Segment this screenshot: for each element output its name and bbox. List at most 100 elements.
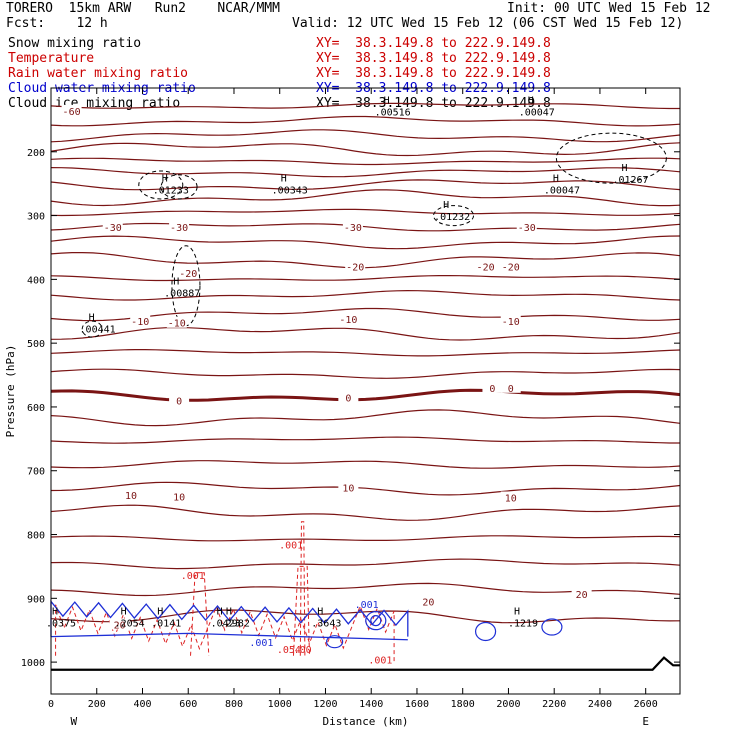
temperature-contour xyxy=(50,409,681,427)
x-tick-label: 2000 xyxy=(496,699,520,710)
y-tick-label: 1000 xyxy=(21,658,45,669)
max-marker: H xyxy=(121,606,127,617)
max-label: .01267 xyxy=(612,175,648,186)
temperature-contour xyxy=(50,102,680,110)
temperature-label: 20 xyxy=(576,590,588,601)
max-label: .1219 xyxy=(508,618,538,629)
temperature-contour xyxy=(50,535,681,542)
rain-contours xyxy=(55,521,395,663)
header-valid: Valid: 12 UTC Wed 15 Feb 12 (06 CST Wed … xyxy=(292,16,684,31)
temperature-label: -30 xyxy=(170,223,188,234)
temp-label-bg xyxy=(500,381,521,393)
temperature-label: -20 xyxy=(179,269,197,280)
temperature-contour xyxy=(50,326,681,341)
field-rain-xy: XY= 38.3.149.8 to 222.9.149.8 xyxy=(316,66,551,81)
temp-label-bg xyxy=(482,381,503,393)
max-marker: H xyxy=(317,606,323,617)
temperature-contour xyxy=(50,349,681,357)
temp-label-bg xyxy=(342,221,363,233)
temp-label-bg xyxy=(418,595,439,607)
max-label: .00047 xyxy=(519,108,555,119)
max-marker: H xyxy=(89,312,95,323)
west-label: W xyxy=(71,715,78,728)
temperature-contour xyxy=(50,157,681,166)
cloud-water-contour xyxy=(50,632,408,641)
max-marker: H xyxy=(443,200,449,211)
temperature-label: -30 xyxy=(518,223,536,234)
max-label: .00441 xyxy=(80,324,116,335)
temperature-contour xyxy=(50,368,681,379)
max-marker: H xyxy=(217,606,223,617)
cloud-water-contour xyxy=(370,615,382,627)
temperature-label: 10 xyxy=(505,494,517,505)
temperature-contour xyxy=(50,481,681,496)
y-tick-label: 500 xyxy=(27,339,45,350)
plot-frame xyxy=(50,87,681,695)
rain-contour xyxy=(299,521,306,656)
y-tick-label: 600 xyxy=(27,403,45,414)
temperature-contour xyxy=(50,235,681,250)
max-marker: H xyxy=(173,277,179,288)
temperature-label: -20 xyxy=(346,263,364,274)
temp-label-bg xyxy=(121,488,142,500)
max-marker: H xyxy=(528,96,534,107)
temp-label-bg xyxy=(169,394,190,406)
temperature-label: 0 xyxy=(345,393,351,404)
max-label: .00047 xyxy=(544,185,580,196)
rain-contour xyxy=(292,565,310,656)
temperature-contour xyxy=(50,558,681,570)
temperature-contour xyxy=(50,388,681,402)
cloud-water-contour xyxy=(50,599,409,637)
rain-label: .001 xyxy=(279,541,303,552)
temperature-contour xyxy=(50,275,681,282)
x-tick-label: 2400 xyxy=(588,699,612,710)
temperature-label: -10 xyxy=(502,317,520,328)
max-marker: H xyxy=(162,173,168,184)
temp-label-bg xyxy=(345,260,366,272)
temperature-contour xyxy=(50,609,681,624)
ice-contour xyxy=(138,170,184,200)
temp-label-bg xyxy=(169,221,190,233)
max-label: .2054 xyxy=(115,618,145,629)
temperature-label: 0 xyxy=(489,384,495,395)
x-tick-label: 1200 xyxy=(313,699,337,710)
field-snow-xy: XY= 38.3.149.8 to 222.9.149.8 xyxy=(316,36,551,51)
x-tick-label: 600 xyxy=(179,699,197,710)
max-label: .0423 xyxy=(211,618,241,629)
ice-contour xyxy=(433,205,475,227)
temperature-contour xyxy=(50,129,681,143)
axes: 0 200 400 600 800 1000 1200 1400 1600 1800 2000 220… xyxy=(4,87,681,728)
temperature-contour xyxy=(50,115,681,127)
max-label: .00516 xyxy=(375,108,411,119)
temperature-contour xyxy=(50,179,681,191)
ice-contour xyxy=(160,174,198,200)
max-marker: H xyxy=(514,606,520,617)
temperature-contour xyxy=(50,142,681,157)
cloud-water-contour xyxy=(365,611,387,631)
temp-label-bg xyxy=(166,316,187,328)
x-tick-label: 0 xyxy=(48,699,54,710)
rain-label: .001 xyxy=(181,571,205,582)
max-label: .01233 xyxy=(153,185,189,196)
temperature-contour xyxy=(50,504,681,521)
contour-labels: -60 -30 -30 -30 -30 -20 -20 -20 -20 -10 -10 -10 -10 0… xyxy=(46,96,649,667)
y-tick-label: 400 xyxy=(27,275,45,286)
x-tick-label: 400 xyxy=(133,699,151,710)
temperature-label: -10 xyxy=(168,319,186,330)
temperature-label: -20 xyxy=(477,263,495,274)
temp-label-bg xyxy=(169,490,190,502)
max-marker: H xyxy=(553,173,559,184)
max-label: .00887 xyxy=(164,289,200,300)
temperature-label: 10 xyxy=(173,492,185,503)
ice-contour xyxy=(81,320,103,338)
temp-label-bg xyxy=(102,221,123,233)
cloud-water-contour xyxy=(541,618,563,636)
y-tick-label: 200 xyxy=(27,148,45,159)
temp-label-bg xyxy=(500,491,521,503)
temp-label-bg xyxy=(475,260,496,272)
max-label: .0141 xyxy=(151,618,181,629)
x-tick-label: 1400 xyxy=(359,699,383,710)
temperature-contour xyxy=(50,222,681,232)
max-marker: H xyxy=(384,96,390,107)
temperature-contour xyxy=(50,167,681,178)
